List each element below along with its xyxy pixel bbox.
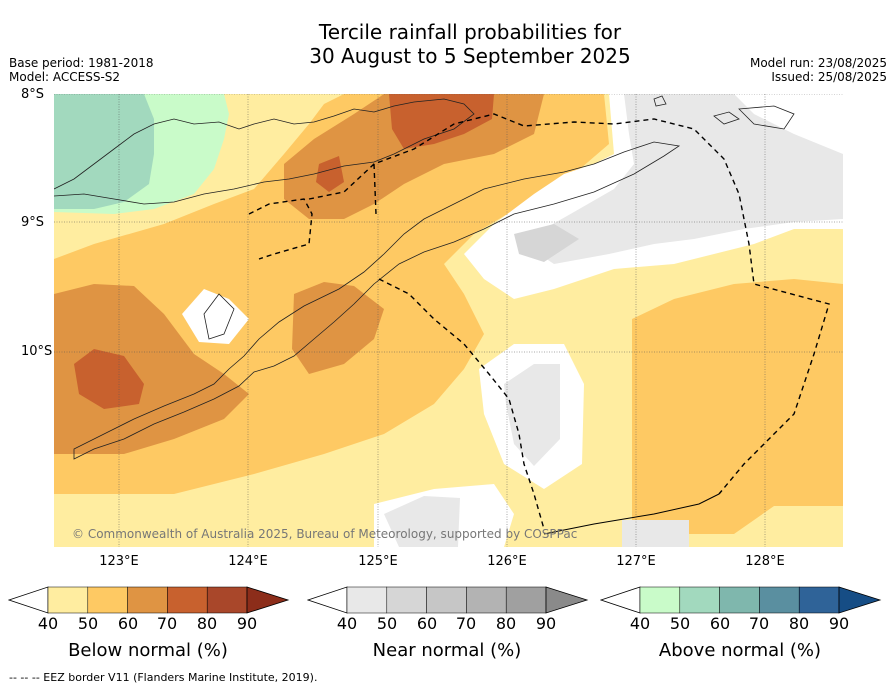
- lat-label-8s: 8°S: [21, 87, 45, 102]
- colorbar-near-swatches: [307, 586, 589, 614]
- colorbar-swatch: [639, 586, 681, 614]
- cbar-above-tick: 90: [828, 614, 850, 633]
- lon-label-127e: 127°E: [616, 554, 656, 569]
- meta-right: Model run: 23/08/2025 Issued: 25/08/2025: [750, 56, 887, 84]
- model-text: Model: ACCESS-S2: [9, 70, 121, 84]
- eez-border-solid: [543, 493, 720, 535]
- small-island-4: [203, 293, 235, 340]
- cbar-near-tick: 70: [455, 614, 477, 633]
- cbar-near-tick: 50: [376, 614, 398, 633]
- near-60-region: [514, 224, 579, 262]
- lon-label-125e: 125°E: [358, 554, 398, 569]
- issued-text: Issued: 25/08/2025: [771, 70, 887, 84]
- colorbar-below-swatches: [8, 586, 290, 614]
- colorbar-swatch: [87, 586, 128, 614]
- colorbar-above-swatches: [600, 586, 882, 614]
- colorbar-swatch: [47, 586, 89, 614]
- cbar-below-tick: 40: [37, 614, 59, 633]
- rainfall-probability-map: © Commonwealth of Australia 2025, Bureau…: [54, 94, 843, 547]
- small-island-1: [653, 95, 667, 107]
- below-70-region-southwest: [54, 284, 249, 454]
- timor-coastline: [73, 141, 681, 460]
- small-island-2: [713, 111, 740, 125]
- eez-footer-note: -- -- -- EEZ border V11 (Flanders Marine…: [9, 671, 318, 684]
- colorbar-swatch: [206, 586, 248, 614]
- colorbar-below-label: Below normal (%): [68, 640, 228, 661]
- colorbar-swatch: [466, 586, 507, 614]
- cbar-near-tick: 60: [416, 614, 438, 633]
- colorbar-extend-high: [838, 586, 882, 614]
- lat-label-9s: 9°S: [21, 215, 45, 230]
- colorbar-extend-low: [8, 586, 49, 614]
- model-run-text: Model run: 23/08/2025: [749, 56, 887, 70]
- colorbar-extend-low: [600, 586, 641, 614]
- near-50-region-south: [504, 364, 560, 466]
- northern-island-coastline: [54, 98, 475, 205]
- colorbar-near-normal: [307, 586, 589, 614]
- lat-label-10s: 10°S: [21, 344, 53, 359]
- white-gap-region: [182, 289, 249, 344]
- colorbar-swatch: [167, 586, 208, 614]
- near-50-region-northeast: [524, 94, 843, 264]
- near-50-region-bottom-right: [622, 520, 689, 547]
- colorbar-swatch: [426, 586, 467, 614]
- colorbar-swatch: [759, 586, 800, 614]
- colorbar-swatch: [127, 586, 168, 614]
- near-50-region-bottom: [384, 496, 460, 547]
- colorbar-extend-high: [246, 586, 290, 614]
- cbar-above-tick: 80: [788, 614, 810, 633]
- small-island-3: [738, 105, 795, 130]
- colorbar-swatch: [798, 586, 840, 614]
- below-80-region-southwest: [74, 349, 144, 409]
- colorbar-swatch: [719, 586, 760, 614]
- colorbar-below-normal: [8, 586, 290, 614]
- cbar-above-tick: 70: [748, 614, 770, 633]
- colorbar-near-label: Near normal (%): [372, 640, 522, 661]
- coastlines: [54, 95, 795, 460]
- below-70-region-central: [292, 282, 384, 374]
- title-line-2: 30 August to 5 September 2025: [309, 44, 631, 68]
- cbar-below-tick: 60: [117, 614, 139, 633]
- meta-left: Base period: 1981-2018 Model: ACCESS-S2: [9, 56, 154, 84]
- eez-border: [248, 113, 830, 530]
- lon-label-123e: 123°E: [99, 554, 139, 569]
- colorbar-extend-low: [307, 586, 348, 614]
- colorbar-above-label: Above normal (%): [658, 640, 822, 661]
- lon-label-124e: 124°E: [228, 554, 268, 569]
- colorbar-swatch: [346, 586, 388, 614]
- cbar-below-tick: 80: [196, 614, 218, 633]
- below-80-region-small: [316, 156, 344, 192]
- cbar-near-tick: 40: [336, 614, 358, 633]
- title-line-1: Tercile rainfall probabilities for: [318, 20, 622, 44]
- above-60-region: [54, 94, 154, 209]
- cbar-above-tick: 60: [709, 614, 731, 633]
- colorbar-above-normal: [600, 586, 882, 614]
- copyright-text: © Commonwealth of Australia 2025, Bureau…: [72, 527, 577, 541]
- colorbar-swatch: [679, 586, 720, 614]
- map-title: Tercile rainfall probabilities for 30 Au…: [0, 20, 896, 68]
- cbar-above-tick: 50: [669, 614, 691, 633]
- cbar-near-tick: 90: [535, 614, 557, 633]
- below-60-region-east: [632, 279, 843, 534]
- lon-label-126e: 126°E: [487, 554, 527, 569]
- cbar-below-tick: 90: [236, 614, 258, 633]
- colorbar-swatch: [505, 586, 547, 614]
- colorbar-extend-high: [545, 586, 589, 614]
- graticule: [54, 94, 843, 547]
- cbar-below-tick: 50: [77, 614, 99, 633]
- base-period-text: Base period: 1981-2018: [9, 56, 154, 70]
- cbar-near-tick: 80: [495, 614, 517, 633]
- cbar-below-tick: 70: [156, 614, 178, 633]
- lon-label-128e: 128°E: [745, 554, 785, 569]
- cbar-above-tick: 40: [629, 614, 651, 633]
- colorbar-swatch: [386, 586, 427, 614]
